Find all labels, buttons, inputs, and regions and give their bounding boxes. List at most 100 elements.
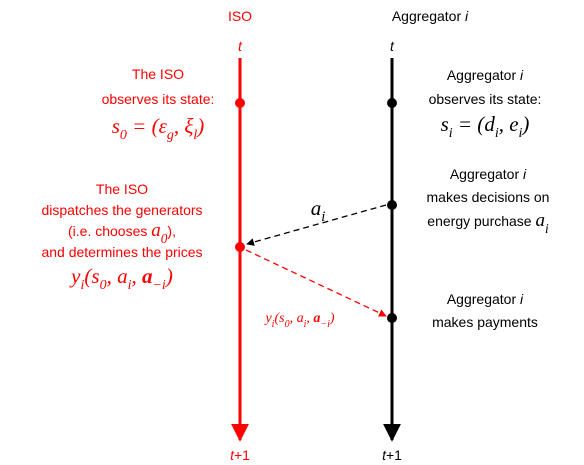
var: i (465, 8, 469, 24)
label: +1 (386, 447, 402, 463)
math-sub: i (272, 319, 275, 330)
math-sub: 0 (161, 231, 168, 246)
label: ), (167, 223, 176, 239)
price-arrow (245, 249, 387, 317)
math-sub: i (304, 319, 307, 330)
math-base: s (91, 264, 99, 288)
label: makes payments (432, 314, 538, 330)
math-base: a (151, 220, 161, 241)
math-text: , (174, 114, 185, 138)
event-text: Aggregator i (447, 291, 524, 307)
math-sub: g (167, 128, 174, 143)
math-text: , (107, 264, 118, 288)
time-end: t+1 (230, 447, 250, 463)
math-sub: i (449, 126, 453, 141)
math-text: ( (84, 264, 93, 288)
label: The ISO (96, 181, 148, 197)
event-dot (235, 98, 245, 108)
math-sub: i (321, 209, 325, 225)
math-base: a (117, 264, 128, 288)
math-base: a (311, 196, 322, 220)
math-base: y (69, 264, 81, 288)
var: i (520, 67, 524, 83)
math-sub: −i (320, 319, 330, 330)
label: observes its state: (429, 91, 542, 107)
aggregator-header: Aggregator i (392, 8, 469, 24)
math-sub: 0 (285, 319, 290, 330)
label: dispatches the generators (41, 202, 202, 218)
iso-header: ISO (228, 8, 252, 24)
math-text: ) (165, 264, 173, 288)
label: Aggregator (447, 291, 520, 307)
event-text: and determines the prices (41, 244, 202, 260)
decision-arrow (246, 204, 387, 246)
event-text: observes its state: (102, 91, 215, 107)
time-start: t (390, 38, 395, 54)
label: Aggregator (392, 8, 465, 24)
math-sub: i (81, 278, 85, 293)
label: Aggregator (450, 166, 523, 182)
event-text: (i.e. chooses a0), (68, 220, 176, 245)
label: and determines the prices (41, 244, 202, 260)
label: ISO (228, 8, 252, 24)
var: i (523, 166, 527, 182)
decision-label: ai (311, 196, 326, 226)
event-text: dispatches the generators (41, 202, 202, 218)
event-math: s0​ = (εg​, ξl​) (112, 114, 205, 143)
math-sub: i (128, 278, 132, 293)
time-end: t+1 (382, 447, 402, 463)
math-base: ε (159, 114, 168, 138)
event-math: yi​(s0​, ai​, a−i​) (69, 264, 173, 293)
math-base: a (535, 210, 545, 231)
math-text: , (499, 112, 510, 136)
math-text: ) (521, 112, 529, 136)
label: makes decisions on (427, 189, 550, 205)
math-base: a (142, 264, 153, 288)
var: i (520, 291, 524, 307)
math-base: s (441, 112, 449, 136)
var: t (238, 38, 243, 54)
math-base: ξ (184, 114, 193, 138)
math-base: s (279, 311, 285, 326)
label: observes its state: (102, 91, 215, 107)
math-sub: i (495, 126, 499, 141)
math-text: , (306, 311, 313, 326)
math-base: e (509, 112, 518, 136)
label: The ISO (132, 66, 184, 82)
math-base: s (112, 114, 120, 138)
math-sub: −i (152, 278, 165, 293)
event-text: The ISO (132, 66, 184, 82)
event-dot (387, 200, 397, 210)
math-sub: i (519, 126, 523, 141)
label: +1 (234, 447, 250, 463)
math-text: ) (329, 311, 335, 326)
var: t (390, 38, 395, 54)
math-sub: l (193, 128, 197, 143)
event-text: observes its state: (429, 91, 542, 107)
event-text: Aggregator i (450, 166, 527, 182)
math-text: ( (274, 311, 280, 326)
event-dot (387, 313, 397, 323)
event-text: The ISO (96, 181, 148, 197)
event-text: Aggregator i (447, 67, 524, 83)
math-text: = ( (127, 114, 161, 138)
event-dot (235, 242, 245, 252)
event-dot (387, 98, 397, 108)
label: energy purchase (427, 213, 535, 229)
var: t (230, 447, 235, 463)
math-base: a (313, 311, 320, 326)
math-sub: 0 (100, 278, 107, 293)
event-math: si​ = (di​, ei​) (441, 112, 530, 141)
math-sub: 0 (120, 128, 127, 143)
math-sub: i (545, 221, 549, 236)
event-text: makes decisions on (427, 189, 550, 205)
math-base: a (297, 311, 304, 326)
label: Aggregator (447, 67, 520, 83)
math-base: d (484, 112, 495, 136)
var: t (382, 447, 387, 463)
math-base: y (263, 311, 272, 326)
math-text: , (290, 311, 297, 326)
event-text: energy purchase ai (427, 210, 549, 235)
event-text: makes payments (432, 314, 538, 330)
price-label: yi​(s0​, ai​, a−i​) (263, 311, 334, 330)
